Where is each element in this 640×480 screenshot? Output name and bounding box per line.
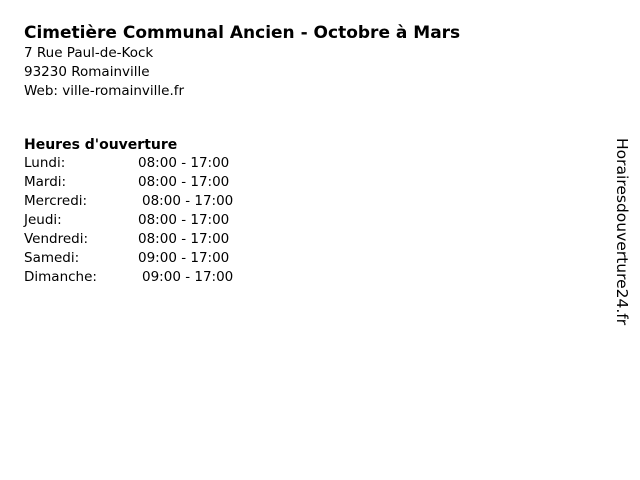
address-block: 7 Rue Paul-de-Kock 93230 Romainville Web… xyxy=(24,44,184,101)
day-label: Mercredi: xyxy=(24,193,88,209)
address-website: Web: ville-romainville.fr xyxy=(24,83,185,99)
day-label: Lundi: xyxy=(24,155,66,171)
day-hours: 08:00 - 17:00 xyxy=(138,212,230,228)
page-title: Cimetière Communal Ancien - Octobre à Ma… xyxy=(24,23,461,44)
opening-hours-table-body: Lundi: 08:00 - 17:00 Mardi: 08:00 - 17:0… xyxy=(24,154,233,287)
day-label: Dimanche: xyxy=(24,269,97,285)
table-row: Mercredi: 08:00 - 17:00 xyxy=(24,192,233,211)
opening-hours-heading: Heures d'ouverture xyxy=(24,136,178,153)
table-row: Jeudi: 08:00 - 17:00 xyxy=(24,211,233,230)
table-row: Vendredi: 08:00 - 17:00 xyxy=(24,230,233,249)
site-watermark-label: Horairesdouverture24.fr xyxy=(613,138,631,326)
site-watermark: Horairesdouverture24.fr xyxy=(613,138,631,342)
day-hours: 09:00 - 17:00 xyxy=(138,250,230,266)
day-hours: 09:00 - 17:00 xyxy=(142,269,234,285)
day-hours: 08:00 - 17:00 xyxy=(138,174,230,190)
day-hours: 08:00 - 17:00 xyxy=(142,193,234,209)
table-row: Samedi: 09:00 - 17:00 xyxy=(24,249,233,268)
day-label: Mardi: xyxy=(24,174,67,190)
day-label: Samedi: xyxy=(24,250,80,266)
table-row: Mardi: 08:00 - 17:00 xyxy=(24,173,233,192)
address-city: 93230 Romainville xyxy=(24,64,150,80)
day-label: Vendredi: xyxy=(24,231,89,247)
table-row: Dimanche: 09:00 - 17:00 xyxy=(24,268,233,287)
opening-hours-table: Lundi: 08:00 - 17:00 Mardi: 08:00 - 17:0… xyxy=(24,154,233,287)
day-hours: 08:00 - 17:00 xyxy=(138,231,230,247)
day-label: Jeudi: xyxy=(24,212,62,228)
day-hours: 08:00 - 17:00 xyxy=(138,155,230,171)
address-street: 7 Rue Paul-de-Kock xyxy=(24,45,154,61)
table-row: Lundi: 08:00 - 17:00 xyxy=(24,154,233,173)
